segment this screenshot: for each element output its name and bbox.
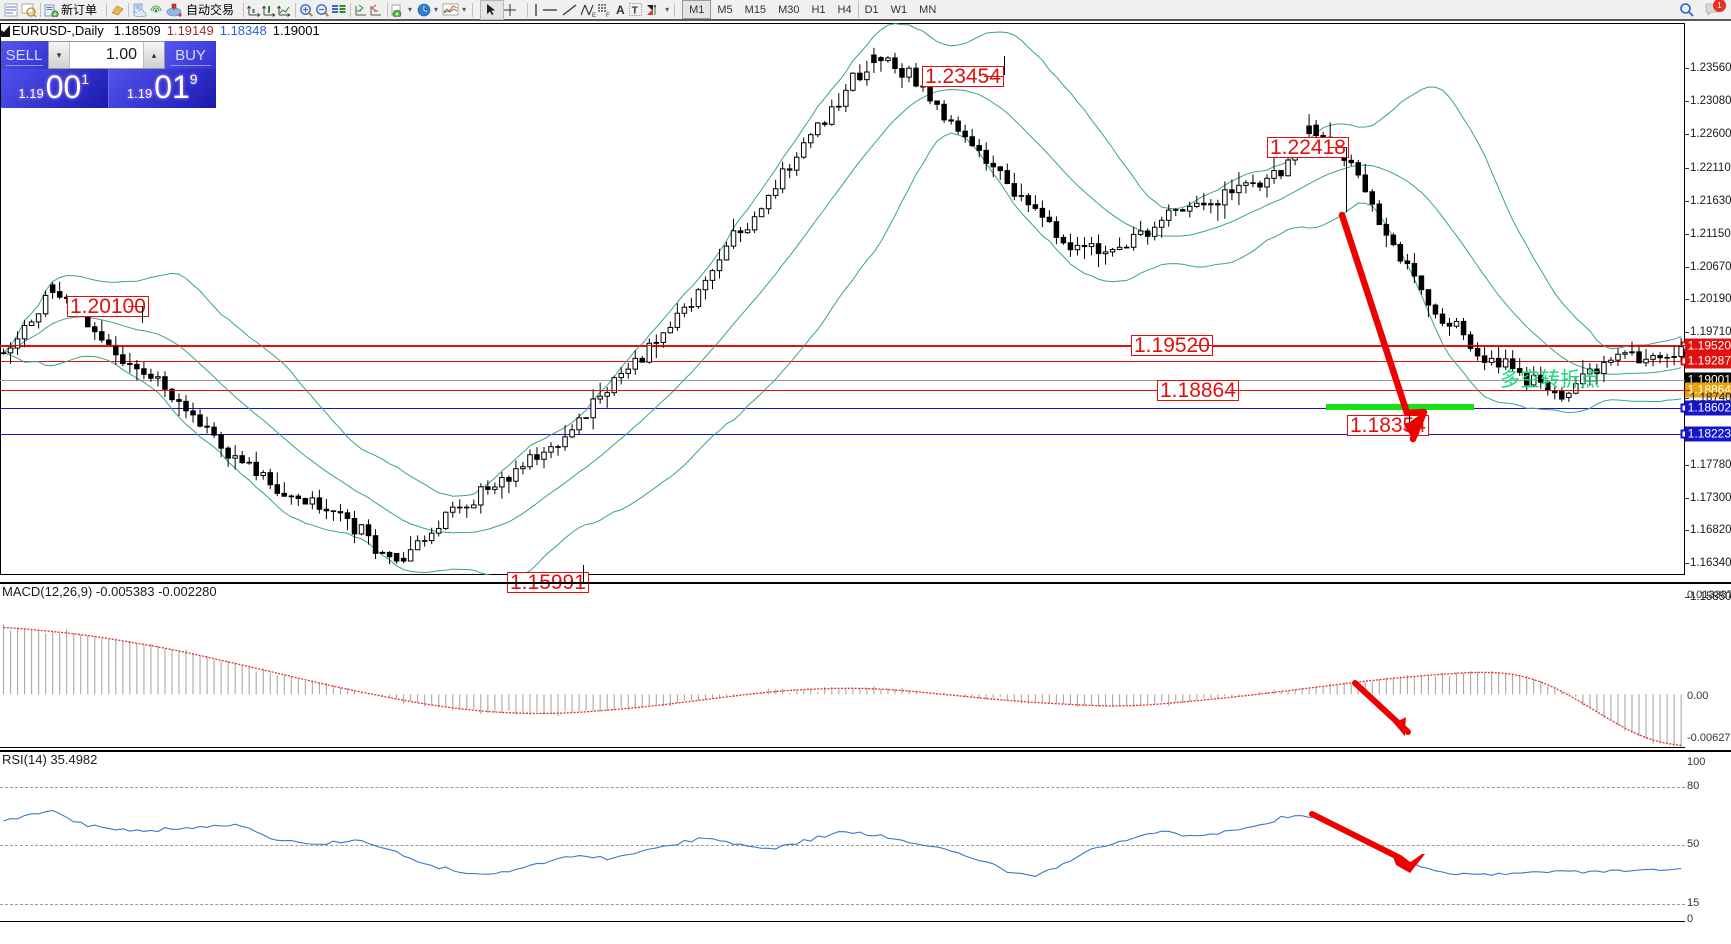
svg-text:F: F: [606, 13, 610, 17]
svg-text:A: A: [616, 3, 625, 17]
svg-text:T: T: [632, 5, 638, 16]
svg-text:E: E: [592, 13, 596, 17]
